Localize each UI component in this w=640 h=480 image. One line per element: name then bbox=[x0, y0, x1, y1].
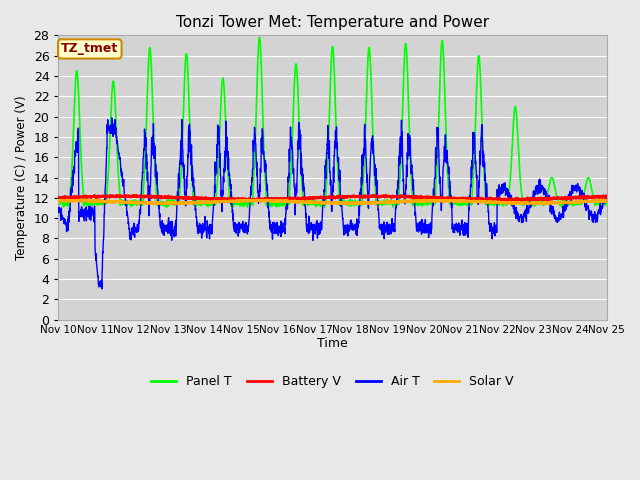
Battery V bbox=[492, 197, 500, 203]
Panel T bbox=[555, 200, 563, 205]
Panel T bbox=[54, 197, 62, 203]
Air T bbox=[208, 226, 216, 232]
Panel T bbox=[256, 35, 264, 40]
Air T bbox=[349, 225, 356, 230]
Panel T bbox=[570, 200, 578, 206]
Solar V bbox=[570, 199, 578, 205]
Solar V bbox=[208, 199, 216, 205]
Legend: Panel T, Battery V, Air T, Solar V: Panel T, Battery V, Air T, Solar V bbox=[146, 370, 519, 393]
Battery V bbox=[555, 195, 563, 201]
Line: Solar V: Solar V bbox=[58, 200, 607, 204]
Air T bbox=[98, 286, 106, 292]
Battery V bbox=[603, 194, 611, 200]
Line: Battery V: Battery V bbox=[58, 195, 607, 201]
Text: TZ_tmet: TZ_tmet bbox=[61, 42, 118, 56]
Panel T bbox=[603, 200, 611, 205]
Battery V bbox=[349, 194, 356, 200]
Solar V bbox=[63, 197, 71, 203]
Solar V bbox=[492, 200, 500, 205]
Air T bbox=[555, 218, 563, 224]
Battery V bbox=[208, 197, 216, 203]
Battery V bbox=[107, 192, 115, 198]
Line: Panel T: Panel T bbox=[58, 37, 607, 207]
Solar V bbox=[545, 201, 552, 207]
Solar V bbox=[349, 201, 356, 207]
Panel T bbox=[283, 204, 291, 210]
Title: Tonzi Tower Met: Temperature and Power: Tonzi Tower Met: Temperature and Power bbox=[176, 15, 489, 30]
Solar V bbox=[360, 200, 368, 206]
Line: Air T: Air T bbox=[58, 118, 607, 289]
Panel T bbox=[207, 201, 215, 207]
Air T bbox=[492, 226, 500, 232]
X-axis label: Time: Time bbox=[317, 337, 348, 350]
Y-axis label: Temperature (C) / Power (V): Temperature (C) / Power (V) bbox=[15, 95, 28, 260]
Air T bbox=[108, 115, 116, 120]
Panel T bbox=[492, 200, 500, 206]
Battery V bbox=[570, 194, 578, 200]
Solar V bbox=[555, 200, 563, 205]
Battery V bbox=[241, 198, 248, 204]
Air T bbox=[603, 195, 611, 201]
Air T bbox=[361, 121, 369, 127]
Battery V bbox=[361, 193, 369, 199]
Panel T bbox=[349, 201, 356, 207]
Air T bbox=[570, 187, 578, 192]
Panel T bbox=[361, 149, 369, 155]
Battery V bbox=[54, 194, 62, 200]
Air T bbox=[54, 207, 62, 213]
Solar V bbox=[603, 198, 611, 204]
Solar V bbox=[54, 198, 62, 204]
